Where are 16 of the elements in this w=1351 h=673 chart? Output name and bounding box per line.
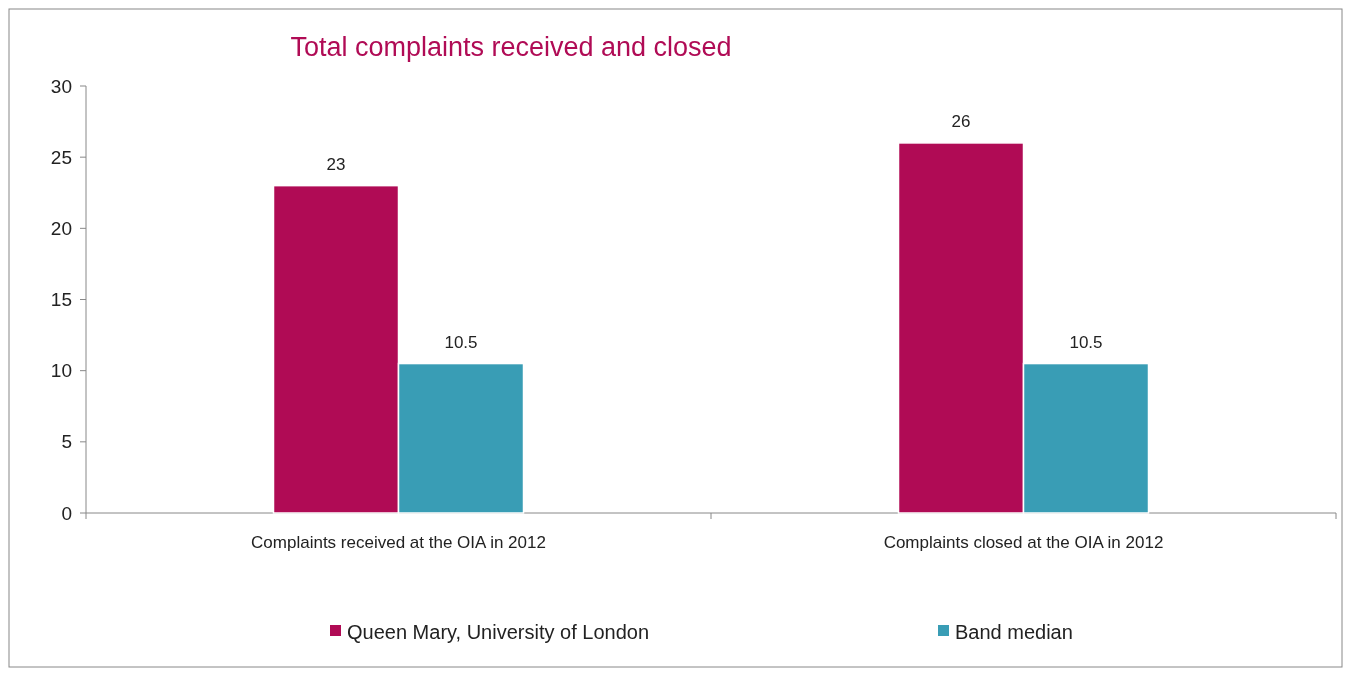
y-tick-label: 25 [50, 146, 72, 168]
x-tick-label: Complaints closed at the OIA in 2012 [883, 533, 1164, 552]
y-tick-label: 15 [50, 289, 72, 311]
x-tick-label: Complaints received at the OIA in 2012 [251, 533, 546, 552]
chart-title: Total complaints received and closed [290, 32, 732, 62]
y-tick-label: 30 [50, 75, 72, 97]
y-tick-label: 0 [61, 502, 72, 524]
data-label: 10.5 [444, 332, 478, 352]
y-tick-label: 5 [61, 431, 72, 453]
data-label: 23 [326, 154, 346, 174]
legend-label: Queen Mary, University of London [347, 621, 650, 643]
y-tick-label: 10 [50, 360, 72, 382]
legend-label: Band median [955, 621, 1073, 643]
y-tick-label: 20 [50, 217, 72, 239]
data-label: 10.5 [1069, 332, 1103, 352]
data-label: 26 [951, 111, 971, 131]
